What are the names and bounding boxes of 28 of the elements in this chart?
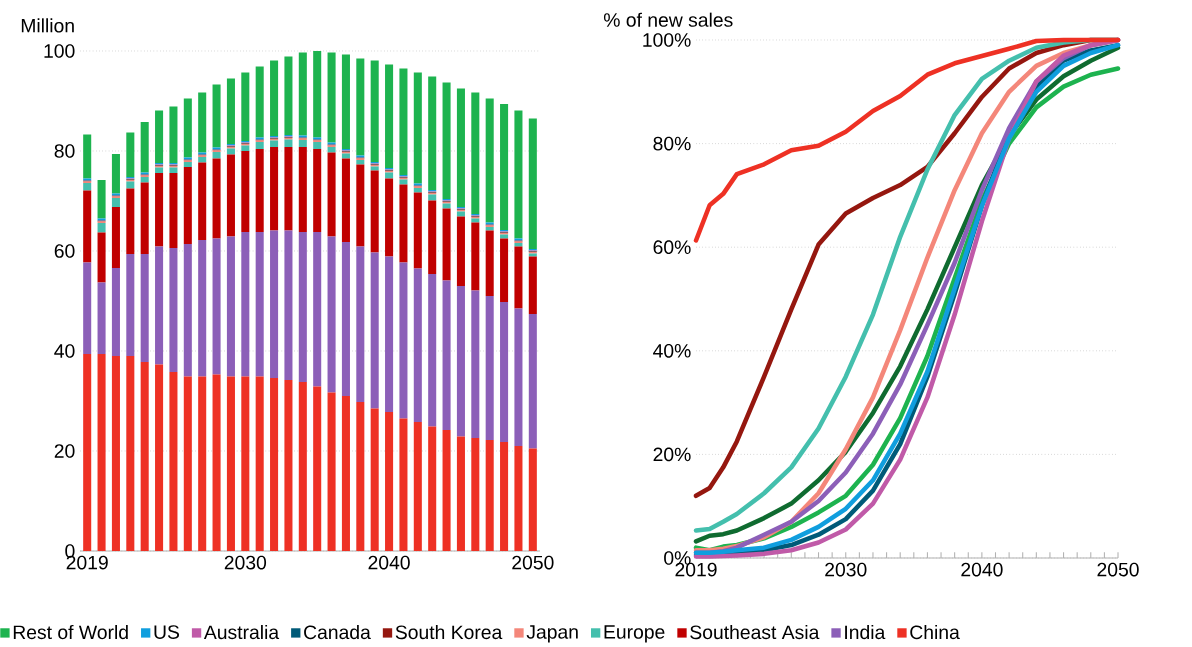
y-tick-label: 80 (54, 144, 75, 158)
y-tick-label: 60 (54, 244, 75, 258)
x-tick-label: 2030 (825, 562, 867, 577)
legend-label: Japan (526, 625, 578, 643)
legend-label: Rest of World (13, 624, 128, 640)
legend-label: India (845, 624, 886, 640)
x-tick-label: 2040 (961, 562, 1003, 577)
y-tick-label: 100% (643, 33, 691, 47)
legend-label: Canada (304, 624, 371, 640)
x-tick-label: 2050 (1097, 562, 1139, 577)
legend-label: China (910, 624, 960, 640)
legend-label: Australia (203, 624, 280, 640)
x-tick-label: 2030 (224, 555, 267, 570)
legend-label: South Korea (395, 624, 503, 640)
y-tick-label: 20% (653, 447, 691, 462)
legend-label: US (154, 625, 180, 639)
y-tick-label: 60% (653, 240, 691, 255)
x-tick-label: 2050 (512, 555, 554, 570)
y-tick-label: 40% (653, 343, 691, 358)
legend-label: Southeast Asia (690, 624, 820, 640)
y-tick-label: 80% (653, 136, 691, 151)
legend-label: Europe (604, 625, 665, 643)
y-tick-label: 100 (44, 44, 75, 58)
y-tick-label: 20 (54, 444, 75, 458)
y-axis-title: % of new sales (603, 12, 733, 27)
y-tick-label: 40 (54, 344, 75, 358)
y-axis-title: Million (21, 18, 74, 33)
x-tick-label: 2040 (368, 555, 410, 570)
